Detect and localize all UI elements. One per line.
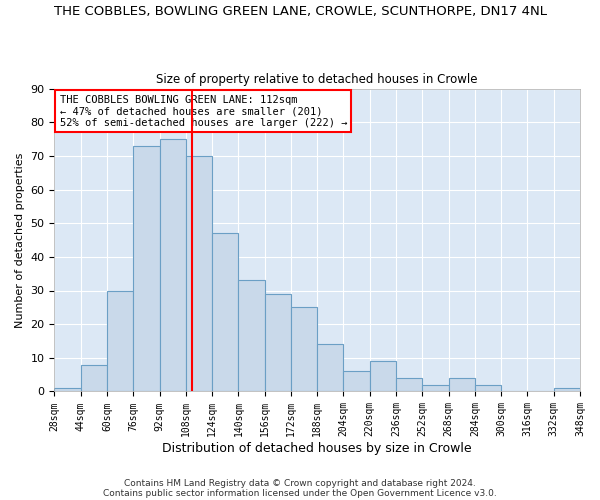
- Bar: [475, 384, 501, 392]
- Bar: [343, 372, 370, 392]
- Bar: [291, 308, 317, 392]
- Text: Contains HM Land Registry data © Crown copyright and database right 2024.: Contains HM Land Registry data © Crown c…: [124, 478, 476, 488]
- Text: Contains public sector information licensed under the Open Government Licence v3: Contains public sector information licen…: [103, 488, 497, 498]
- Title: Size of property relative to detached houses in Crowle: Size of property relative to detached ho…: [157, 73, 478, 86]
- X-axis label: Distribution of detached houses by size in Crowle: Distribution of detached houses by size …: [163, 442, 472, 455]
- Bar: [422, 384, 449, 392]
- Bar: [396, 378, 422, 392]
- Bar: [212, 234, 238, 392]
- Bar: [317, 344, 343, 392]
- Bar: [265, 294, 291, 392]
- Bar: [238, 280, 265, 392]
- Y-axis label: Number of detached properties: Number of detached properties: [15, 152, 25, 328]
- Bar: [370, 361, 396, 392]
- Bar: [80, 364, 107, 392]
- Bar: [107, 290, 133, 392]
- Bar: [133, 146, 160, 392]
- Bar: [449, 378, 475, 392]
- Bar: [186, 156, 212, 392]
- Bar: [160, 139, 186, 392]
- Text: THE COBBLES BOWLING GREEN LANE: 112sqm
← 47% of detached houses are smaller (201: THE COBBLES BOWLING GREEN LANE: 112sqm ←…: [59, 94, 347, 128]
- Bar: [55, 388, 80, 392]
- Bar: [554, 388, 580, 392]
- Text: THE COBBLES, BOWLING GREEN LANE, CROWLE, SCUNTHORPE, DN17 4NL: THE COBBLES, BOWLING GREEN LANE, CROWLE,…: [53, 5, 547, 18]
